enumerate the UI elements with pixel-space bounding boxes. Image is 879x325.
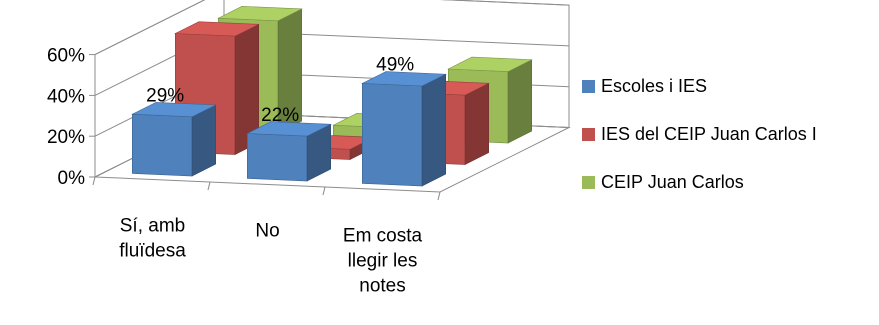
data-label: 29% [146, 86, 184, 107]
legend-item: CEIP Juan Carlos [582, 170, 877, 194]
y-tick-label: 40% [47, 86, 85, 107]
legend-swatch-icon [582, 175, 595, 189]
data-label: 22% [261, 105, 299, 126]
x-category-label: Em costa llegir les notes [343, 226, 423, 297]
bar-side [507, 59, 533, 144]
bar [361, 71, 447, 187]
y-tick-label: 60% [47, 46, 85, 67]
chart-legend: Escoles i IES IES del CEIP Juan Carlos I… [582, 74, 877, 218]
bar [131, 102, 217, 177]
legend-label: CEIP Juan Carlos [601, 171, 744, 192]
gridline [94, 0, 570, 56]
bar [246, 121, 332, 182]
bar-side [421, 73, 447, 187]
x-category-label: Sí, amb fluïdesa [119, 216, 186, 262]
bar-top [361, 71, 447, 87]
chart-bars [131, 5, 533, 187]
bar-front [132, 113, 193, 177]
y-tick-label: 20% [47, 127, 85, 148]
x-tick-mark [437, 191, 441, 201]
chart-labels: 0% 20% 40% 60% 29% 22% 49% Sí, amb fluïdesa No Em … [47, 46, 423, 297]
legend-label: Escoles i IES [601, 75, 708, 96]
data-label: 49% [376, 55, 414, 76]
bar-front [247, 133, 308, 182]
x-tick-mark [92, 176, 96, 186]
legend-swatch-icon [582, 127, 595, 141]
bar-top [131, 102, 217, 118]
legend-label: IES del CEIP Juan Carlos I [601, 123, 817, 144]
y-tick-label: 0% [58, 168, 86, 189]
legend-swatch-icon [582, 79, 595, 93]
bar-top [174, 21, 260, 37]
bar-top [217, 5, 303, 22]
bar-side [464, 82, 490, 165]
x-tick-mark [207, 181, 211, 191]
legend-item: Escoles i IES [582, 74, 877, 98]
bar-top [447, 56, 533, 72]
bar-side [191, 104, 216, 177]
x-category-label: No [255, 221, 279, 242]
x-tick-mark [322, 186, 326, 196]
bar-front [361, 83, 423, 187]
bar-top [246, 121, 332, 137]
legend-item: IES del CEIP Juan Carlos I [582, 122, 877, 146]
